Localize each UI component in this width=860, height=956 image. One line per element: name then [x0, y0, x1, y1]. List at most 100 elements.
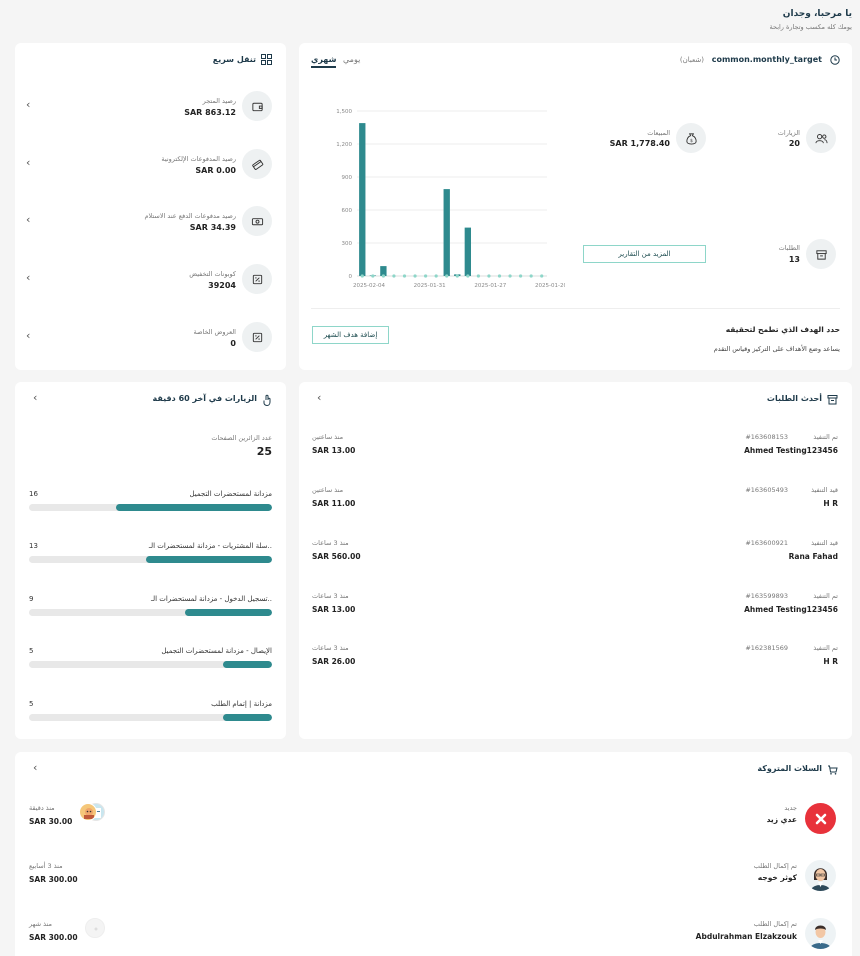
chevron-left-icon[interactable]: ‹ [317, 391, 322, 404]
chart-point [424, 274, 428, 278]
page-visit-bar [29, 661, 272, 668]
customer-avatar-female [805, 860, 836, 891]
cart-amount: SAR 300.00 [29, 933, 78, 942]
cart-amount: SAR 300.00 [29, 875, 78, 884]
box-icon [827, 394, 838, 407]
visits-label: الزيارات [777, 129, 800, 137]
y-tick-label: 600 [342, 208, 353, 214]
chart-point [540, 274, 544, 278]
abandoned-carts-card: السلات المتروكة ‹ جديد عدي زيد منذ دقيقة… [15, 752, 852, 956]
chevron-left-icon[interactable]: ‹ [26, 98, 31, 111]
page-name: مزدانة | إتمام الطلب [211, 700, 272, 708]
chevron-left-icon[interactable]: ‹ [26, 156, 31, 169]
order-row[interactable]: تم التنفيذ #163608153 Ahmed Testing123456 م… [299, 433, 852, 463]
visitors-label: عدد الزائرين الصفحات [211, 434, 272, 442]
order-amount: SAR 13.00 [312, 446, 356, 455]
x-tick-label: 2025-01-31 [414, 283, 446, 289]
quick-nav-value: 39204 [208, 281, 236, 290]
order-time: منذ ساعتين [312, 486, 344, 494]
page-visit-bar-fill [116, 504, 272, 511]
chart-bar [443, 189, 450, 276]
order-customer: Ahmed Testing123456 [744, 605, 838, 614]
page-visit-count: 16 [29, 490, 38, 498]
order-time: منذ ساعتين [312, 433, 344, 441]
card-icon [242, 149, 272, 179]
chevron-left-icon[interactable]: ‹ [26, 271, 31, 284]
chevron-left-icon[interactable]: ‹ [26, 213, 31, 226]
quick-nav-value: 0 [230, 339, 236, 348]
quick-nav-card: تنقل سريع رصيد المتجر SAR 863.12 ‹ رصيد الم… [15, 43, 286, 370]
order-amount: SAR 560.00 [312, 552, 361, 561]
order-row[interactable]: قيد التنفيذ #163605493 H R منذ ساعتين SAR 11… [299, 486, 852, 516]
touch-icon [262, 394, 272, 408]
chevron-left-icon[interactable]: ‹ [26, 329, 31, 342]
more-reports-button[interactable]: المزيد من التقارير [583, 245, 706, 263]
sales-value: SAR 1,778.40 [609, 139, 670, 148]
greeting-text: يا مرحبا، وجدان [782, 9, 852, 19]
order-number: #163605493 [745, 486, 788, 494]
cart-amount: SAR 30.00 [29, 817, 73, 826]
greeting-subtitle: يومك كله مكسب وتجارة رابحة [769, 23, 852, 31]
orders-title: أحدث الطلبات [766, 394, 822, 403]
order-row[interactable]: تم التنفيذ #162381569 H R منذ 3 ساعات SAR 26… [299, 644, 852, 674]
quick-nav-label: رصيد مدفوعات الدفع عند الاستلام [144, 212, 236, 220]
chart-point [519, 274, 523, 278]
add-goal-button[interactable]: إضافة هدف الشهر [312, 326, 389, 344]
chart-point [360, 274, 364, 278]
orders-box-icon [806, 239, 836, 269]
order-status: قيد التنفيذ [811, 539, 838, 547]
cart-customer: عدي زيد [766, 815, 797, 824]
chart-point [455, 274, 459, 278]
order-time: منذ 3 ساعات [312, 592, 349, 600]
wallet-icon [242, 91, 272, 121]
order-status: قيد التنفيذ [811, 486, 838, 494]
chevron-left-icon[interactable]: ‹ [33, 761, 38, 774]
cart-time: منذ 3 أسابيع [29, 862, 63, 870]
page-visit-bar [29, 504, 272, 511]
quick-nav-value: SAR 863.12 [184, 108, 236, 117]
quick-nav-value: SAR 34.39 [189, 223, 236, 232]
chevron-left-icon[interactable]: ‹ [33, 391, 38, 404]
quick-nav-label: رصيد المتجر [202, 97, 236, 105]
order-amount: SAR 13.00 [312, 605, 356, 614]
order-time: منذ 3 ساعات [312, 644, 349, 652]
order-number: #162381569 [745, 644, 788, 652]
chart-point [381, 274, 385, 278]
chart-point [371, 274, 375, 278]
chart-point [508, 274, 512, 278]
orders-value: 13 [788, 255, 800, 264]
order-number: #163608153 [745, 433, 788, 441]
tab-daily[interactable]: يومي [343, 55, 361, 64]
money-bag-icon: $ [676, 123, 706, 153]
page-name: مزدانة لمستحضرات التجميل [189, 490, 272, 498]
target-title: common.monthly_target [711, 55, 822, 64]
cart-time: منذ دقيقة [29, 804, 55, 812]
product-thumb [85, 918, 105, 938]
page-name: سلة المشتريات - مزدانة لمستحضرات الـ.. [148, 542, 272, 550]
order-row[interactable]: تم التنفيذ #163599893 Ahmed Testing123456 م… [299, 592, 852, 622]
page-visit-count: 5 [29, 647, 34, 655]
y-tick-label: 900 [342, 175, 353, 181]
order-row[interactable]: قيد التنفيذ #163600921 Rana Fahad منذ 3 ساع… [299, 539, 852, 569]
page-visit-bar-fill [145, 556, 272, 563]
order-customer: H R [823, 499, 838, 508]
chart-point [529, 274, 533, 278]
page-visit-bar-fill [223, 661, 272, 668]
tab-monthly[interactable]: شهري [311, 55, 337, 68]
cart-status: جديد [784, 804, 797, 812]
page-visit-bar [29, 556, 272, 563]
cart-customer: Abdulrahman Elzakzouk [695, 932, 797, 941]
chart-point [466, 274, 470, 278]
page-name: الإيصال - مزدانة لمستحضرات التجميل [161, 647, 272, 655]
visits-icon [806, 123, 836, 153]
carts-title: السلات المتروكة [757, 764, 822, 773]
offer-icon [242, 322, 272, 352]
coupon-icon [242, 264, 272, 294]
visits-title: الزيارات في آخر 60 دقيقة [152, 394, 257, 403]
chart-point [487, 274, 491, 278]
page-visit-bar-fill [223, 714, 272, 721]
page-name: تسجيل الدخول - مزدانة لمستحضرات الـ.. [150, 595, 272, 603]
page-visit-count: 13 [29, 542, 38, 550]
chart-point [434, 274, 438, 278]
